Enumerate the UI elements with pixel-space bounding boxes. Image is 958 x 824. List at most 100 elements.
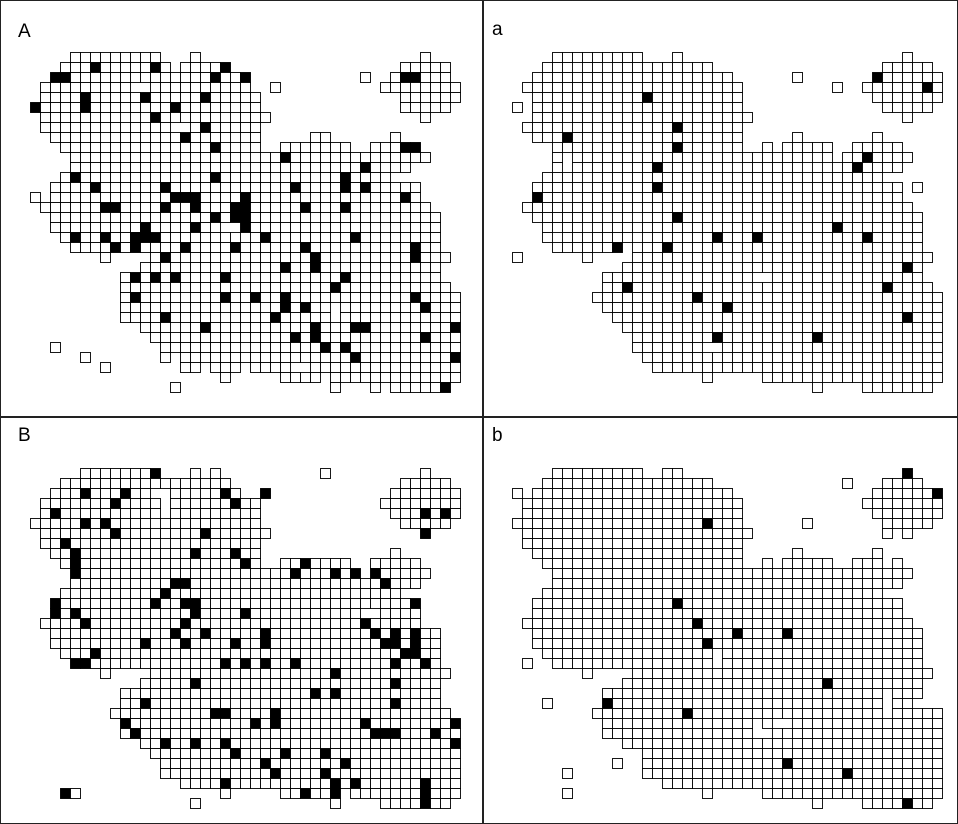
grid-cell bbox=[130, 688, 141, 699]
grid-cell bbox=[862, 342, 873, 353]
grid-cell bbox=[180, 768, 191, 779]
grid-cell bbox=[350, 152, 361, 163]
grid-cell bbox=[782, 708, 793, 719]
grid-cell bbox=[70, 212, 81, 223]
grid-cell bbox=[652, 508, 663, 519]
grid-cell bbox=[782, 372, 793, 383]
grid-cell bbox=[902, 478, 913, 489]
grid-cell bbox=[430, 658, 441, 669]
grid-cell bbox=[100, 192, 111, 203]
grid-cell bbox=[742, 748, 753, 759]
grid-cell bbox=[270, 242, 281, 253]
grid-cell bbox=[792, 152, 803, 163]
grid-cell bbox=[622, 82, 633, 93]
grid-cell bbox=[752, 242, 763, 253]
grid-cell-filled bbox=[240, 558, 251, 569]
grid-cell bbox=[250, 312, 261, 323]
grid-cell bbox=[892, 312, 903, 323]
grid-cell-filled bbox=[180, 638, 191, 649]
grid-cell bbox=[582, 182, 593, 193]
grid-cell bbox=[450, 302, 461, 313]
grid-cell bbox=[90, 52, 101, 63]
grid-cell bbox=[330, 192, 341, 203]
grid-cell bbox=[360, 748, 371, 759]
grid-cell bbox=[642, 332, 653, 343]
grid-cell bbox=[310, 152, 321, 163]
grid-cell bbox=[110, 132, 121, 143]
grid-cell bbox=[120, 312, 131, 323]
grid-cell bbox=[822, 758, 833, 769]
grid-cell bbox=[250, 202, 261, 213]
grid-cell bbox=[852, 598, 863, 609]
grid-cell bbox=[430, 72, 441, 83]
grid-cell bbox=[602, 172, 613, 183]
grid-map-A bbox=[30, 52, 461, 393]
grid-cell bbox=[822, 738, 833, 749]
grid-cell bbox=[892, 92, 903, 103]
grid-cell bbox=[360, 202, 371, 213]
grid-cell bbox=[320, 558, 331, 569]
grid-cell bbox=[812, 568, 823, 579]
grid-cell bbox=[642, 668, 653, 679]
grid-cell bbox=[702, 558, 713, 569]
grid-cell bbox=[582, 638, 593, 649]
grid-cell bbox=[110, 638, 121, 649]
grid-cell bbox=[642, 312, 653, 323]
grid-cell bbox=[90, 102, 101, 113]
grid-cell bbox=[722, 362, 733, 373]
grid-cell bbox=[842, 698, 853, 709]
grid-cell-filled bbox=[300, 202, 311, 213]
grid-cell-filled bbox=[380, 638, 391, 649]
grid-cell bbox=[712, 362, 723, 373]
grid-cell bbox=[130, 578, 141, 589]
grid-cell bbox=[70, 598, 81, 609]
grid-cell bbox=[370, 312, 381, 323]
grid-cell bbox=[622, 92, 633, 103]
grid-cell bbox=[672, 668, 683, 679]
grid-cell bbox=[562, 72, 573, 83]
grid-cell bbox=[270, 362, 281, 373]
grid-cell bbox=[340, 628, 351, 639]
grid-cell bbox=[522, 528, 533, 539]
grid-cell bbox=[100, 72, 111, 83]
grid-cell bbox=[882, 182, 893, 193]
grid-cell bbox=[130, 152, 141, 163]
grid-cell bbox=[652, 262, 663, 273]
grid-cell bbox=[882, 352, 893, 363]
grid-cell bbox=[160, 92, 171, 103]
grid-cell bbox=[100, 618, 111, 629]
grid-cell bbox=[160, 628, 171, 639]
grid-cell bbox=[522, 202, 533, 213]
grid-cell bbox=[290, 638, 301, 649]
grid-cell bbox=[902, 568, 913, 579]
grid-cell bbox=[400, 658, 411, 669]
grid-cell bbox=[400, 312, 411, 323]
grid-cell bbox=[140, 508, 151, 519]
grid-cell bbox=[190, 508, 201, 519]
grid-cell bbox=[130, 312, 141, 323]
grid-cell bbox=[80, 508, 91, 519]
grid-cell bbox=[150, 578, 161, 589]
grid-cell bbox=[250, 568, 261, 579]
grid-cell bbox=[220, 558, 231, 569]
grid-cell bbox=[672, 172, 683, 183]
grid-cell bbox=[632, 528, 643, 539]
grid-cell bbox=[692, 132, 703, 143]
grid-cell bbox=[832, 688, 843, 699]
grid-cell bbox=[772, 668, 783, 679]
grid-cell bbox=[390, 272, 401, 283]
grid-cell bbox=[692, 648, 703, 659]
grid-cell bbox=[802, 232, 813, 243]
grid-cell bbox=[210, 598, 221, 609]
grid-cell bbox=[602, 498, 613, 509]
grid-cell bbox=[672, 588, 683, 599]
grid-cell bbox=[220, 132, 231, 143]
grid-cell bbox=[922, 498, 933, 509]
grid-cell bbox=[862, 212, 873, 223]
grid-cell bbox=[732, 548, 743, 559]
grid-cell bbox=[822, 618, 833, 629]
grid-cell bbox=[440, 322, 451, 333]
grid-cell-filled bbox=[100, 232, 111, 243]
grid-cell bbox=[140, 152, 151, 163]
grid-cell bbox=[682, 242, 693, 253]
